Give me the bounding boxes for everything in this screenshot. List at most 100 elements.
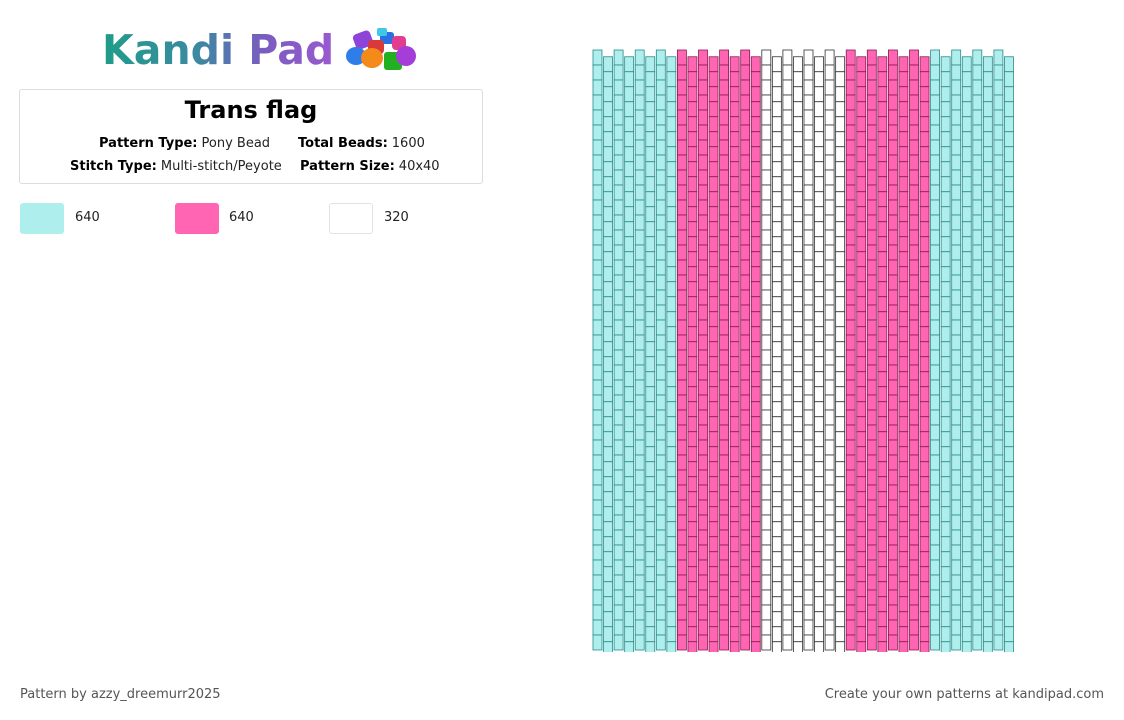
bead bbox=[803, 424, 814, 441]
bead bbox=[845, 559, 856, 576]
bead bbox=[951, 484, 962, 501]
bead bbox=[824, 319, 835, 336]
bead bbox=[655, 334, 666, 351]
bead bbox=[940, 281, 951, 298]
bead bbox=[1004, 236, 1014, 253]
bead bbox=[856, 266, 867, 283]
bead-grid-svg bbox=[592, 49, 1014, 658]
bead bbox=[677, 229, 687, 246]
bead bbox=[951, 79, 962, 96]
bead bbox=[835, 551, 846, 568]
bead bbox=[645, 311, 656, 328]
bead bbox=[708, 296, 719, 313]
bead bbox=[898, 206, 909, 223]
bead bbox=[750, 581, 761, 598]
bead bbox=[782, 64, 793, 81]
bead bbox=[961, 101, 972, 118]
bead bbox=[655, 439, 666, 456]
bead bbox=[951, 454, 962, 471]
bead bbox=[835, 71, 846, 88]
bead bbox=[740, 544, 751, 561]
bead bbox=[919, 476, 930, 493]
bead bbox=[909, 214, 919, 231]
bead bbox=[814, 281, 824, 298]
bead bbox=[592, 394, 603, 411]
bead bbox=[750, 566, 761, 583]
bead bbox=[909, 169, 919, 186]
kandipad-promo-link[interactable]: Create your own patterns at kandipad.com bbox=[824, 687, 1104, 702]
bead bbox=[887, 469, 898, 486]
bead bbox=[677, 109, 687, 126]
kandi-pad-logo[interactable]: Kandi Pad bbox=[102, 26, 420, 74]
bead bbox=[961, 86, 972, 103]
bead bbox=[835, 521, 846, 538]
bead bbox=[845, 424, 856, 441]
bead bbox=[698, 409, 708, 426]
bead bbox=[750, 341, 761, 358]
bead bbox=[687, 86, 698, 103]
bead bbox=[814, 71, 824, 88]
bead bbox=[866, 394, 877, 411]
bead bbox=[750, 221, 761, 238]
bead bbox=[729, 251, 740, 268]
bead bbox=[866, 214, 877, 231]
bead bbox=[624, 551, 635, 568]
bead bbox=[719, 394, 729, 411]
bead bbox=[1004, 641, 1014, 658]
logo-text: Kandi Pad bbox=[102, 26, 335, 74]
bead bbox=[793, 476, 803, 493]
bead bbox=[750, 71, 761, 88]
bead bbox=[771, 236, 782, 253]
bead bbox=[592, 319, 603, 336]
bead bbox=[845, 529, 856, 546]
bead bbox=[909, 634, 919, 651]
bead bbox=[666, 266, 677, 283]
bead bbox=[814, 551, 824, 568]
bead bbox=[940, 326, 951, 343]
bead bbox=[940, 491, 951, 508]
bead bbox=[898, 116, 909, 133]
bead bbox=[782, 319, 793, 336]
bead bbox=[708, 431, 719, 448]
bead bbox=[771, 146, 782, 163]
bead bbox=[655, 379, 666, 396]
bead bbox=[761, 64, 772, 81]
bead bbox=[677, 499, 687, 516]
bead bbox=[698, 439, 708, 456]
bead bbox=[771, 71, 782, 88]
bead bbox=[740, 439, 751, 456]
bead bbox=[993, 124, 1004, 141]
bead bbox=[930, 574, 941, 591]
bead bbox=[782, 349, 793, 366]
bead bbox=[750, 506, 761, 523]
bead bbox=[919, 191, 930, 208]
bead bbox=[993, 244, 1004, 261]
bead bbox=[677, 124, 687, 141]
color-swatch-light-blue bbox=[20, 203, 64, 234]
bead bbox=[835, 56, 846, 73]
bead bbox=[887, 184, 898, 201]
bead bbox=[803, 109, 814, 126]
bead bbox=[729, 296, 740, 313]
bead bbox=[803, 334, 814, 351]
bead bbox=[613, 289, 624, 306]
bead bbox=[982, 566, 993, 583]
bead bbox=[961, 206, 972, 223]
bead bbox=[793, 236, 803, 253]
bead bbox=[993, 349, 1004, 366]
bead bbox=[951, 64, 962, 81]
bead bbox=[634, 559, 645, 576]
bead bbox=[814, 536, 824, 553]
bead bbox=[961, 116, 972, 133]
bead bbox=[603, 581, 613, 598]
bead bbox=[687, 131, 698, 148]
bead bbox=[666, 356, 677, 373]
total-beads: Total Beads: 1600 bbox=[298, 136, 425, 151]
bead bbox=[887, 514, 898, 531]
bead bbox=[592, 139, 603, 156]
bead bbox=[729, 116, 740, 133]
bead bbox=[729, 521, 740, 538]
bead bbox=[624, 311, 635, 328]
bead bbox=[698, 544, 708, 561]
bead bbox=[898, 161, 909, 178]
